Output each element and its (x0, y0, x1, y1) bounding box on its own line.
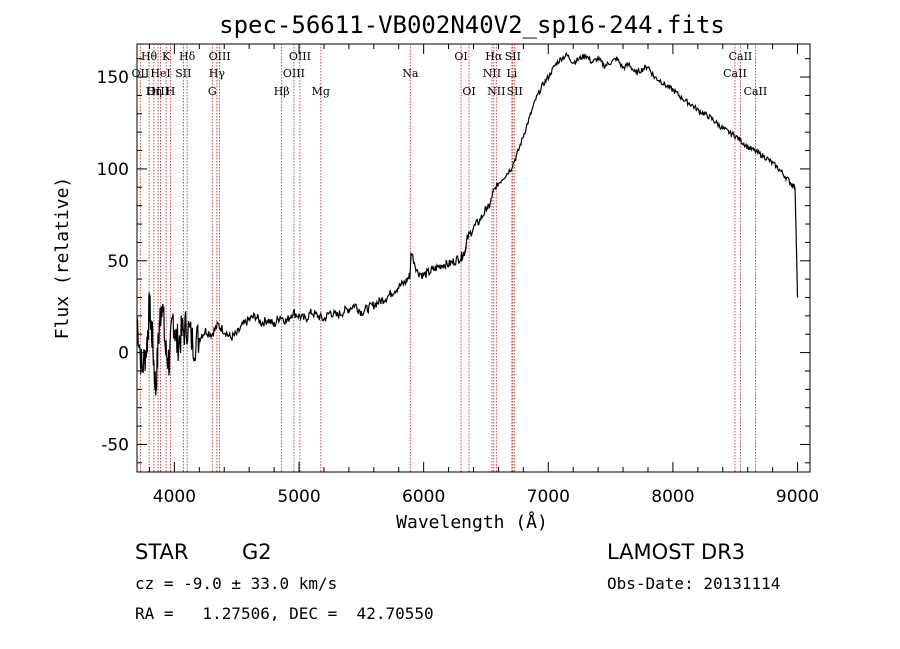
spectral-line-label: Na (402, 67, 419, 80)
spectrum-line (136, 51, 799, 396)
y-tick-label: -50 (101, 435, 129, 455)
spectral-line-label: Li (506, 67, 517, 80)
y-tick-label: 0 (118, 344, 129, 364)
spectral-line-label: Hα (485, 50, 503, 63)
x-axis-label: Wavelength (Å) (396, 511, 548, 533)
observation-date: Obs-Date: 20131114 (607, 574, 781, 593)
spectral-line-label: OIII (289, 50, 311, 63)
y-axis-label: Flux (relative) (52, 177, 73, 340)
spectral-line-label: SII (505, 50, 521, 63)
spectral-line-label: G (208, 85, 217, 98)
y-tick-label: 150 (97, 68, 129, 88)
spectral-line-label: NII (483, 67, 501, 80)
redshift-readout: cz = -9.0 ± 33.0 km/s (135, 574, 338, 593)
spectral-line-label: H (166, 85, 176, 98)
spectral-line-label: Mg (312, 85, 330, 98)
spectral-line-label: K (162, 50, 171, 63)
spectral-line-label: Hη (146, 85, 162, 98)
coordinates: RA = 1.27506, DEC = 42.70550 (135, 604, 434, 623)
spectral-line-label: Hγ (209, 67, 226, 80)
spectral-line-markers (139, 44, 756, 472)
spectral-line-label: OIII (147, 85, 169, 98)
y-axis-ticks: -50 0 50 100 150 (97, 58, 810, 464)
chart-title: spec-56611-VB002N40V2_sp16-244.fits (219, 11, 725, 39)
spectral-line-label: OI (462, 85, 475, 98)
object-subclass: G2 (242, 540, 272, 564)
x-tick-label: 9000 (776, 487, 819, 507)
spectral-line-label: CaII (729, 50, 753, 63)
plot-frame (136, 43, 811, 473)
spectral-line-label: Hδ (179, 50, 196, 63)
spectral-line-label: Hθ (141, 50, 158, 63)
spectral-line-label: NII (487, 85, 505, 98)
spectral-line-label: OIII (209, 50, 231, 63)
spectral-line-label: OI (454, 50, 467, 63)
y-tick-label: 50 (107, 252, 129, 272)
spectral-line-label: Hβ (274, 85, 290, 98)
spectral-line-label: HeI (150, 67, 170, 80)
spectral-line-label: OIII (283, 67, 305, 80)
x-tick-label: 5000 (277, 487, 320, 507)
survey-name: LAMOST DR3 (607, 540, 746, 564)
spectral-line-labels: Hθ OII OIII K HeI Hη H SII Hδ OIII Hγ G OIII OIII Hβ Mg… (132, 50, 768, 98)
spectral-line-label: SII (507, 85, 523, 98)
spectral-line-label: OII (132, 67, 150, 80)
object-class: STAR (135, 540, 189, 564)
x-axis-ticks: 4000 5000 6000 7000 8000 9000 (148, 44, 819, 507)
spectral-line-label: CaII (723, 67, 747, 80)
x-tick-label: 7000 (527, 487, 570, 507)
x-tick-label: 8000 (651, 487, 694, 507)
spectral-line-label: CaII (744, 85, 768, 98)
x-tick-label: 4000 (153, 487, 196, 507)
y-tick-label: 100 (97, 160, 129, 180)
x-tick-label: 6000 (402, 487, 445, 507)
spectral-line-label: SII (175, 67, 191, 80)
